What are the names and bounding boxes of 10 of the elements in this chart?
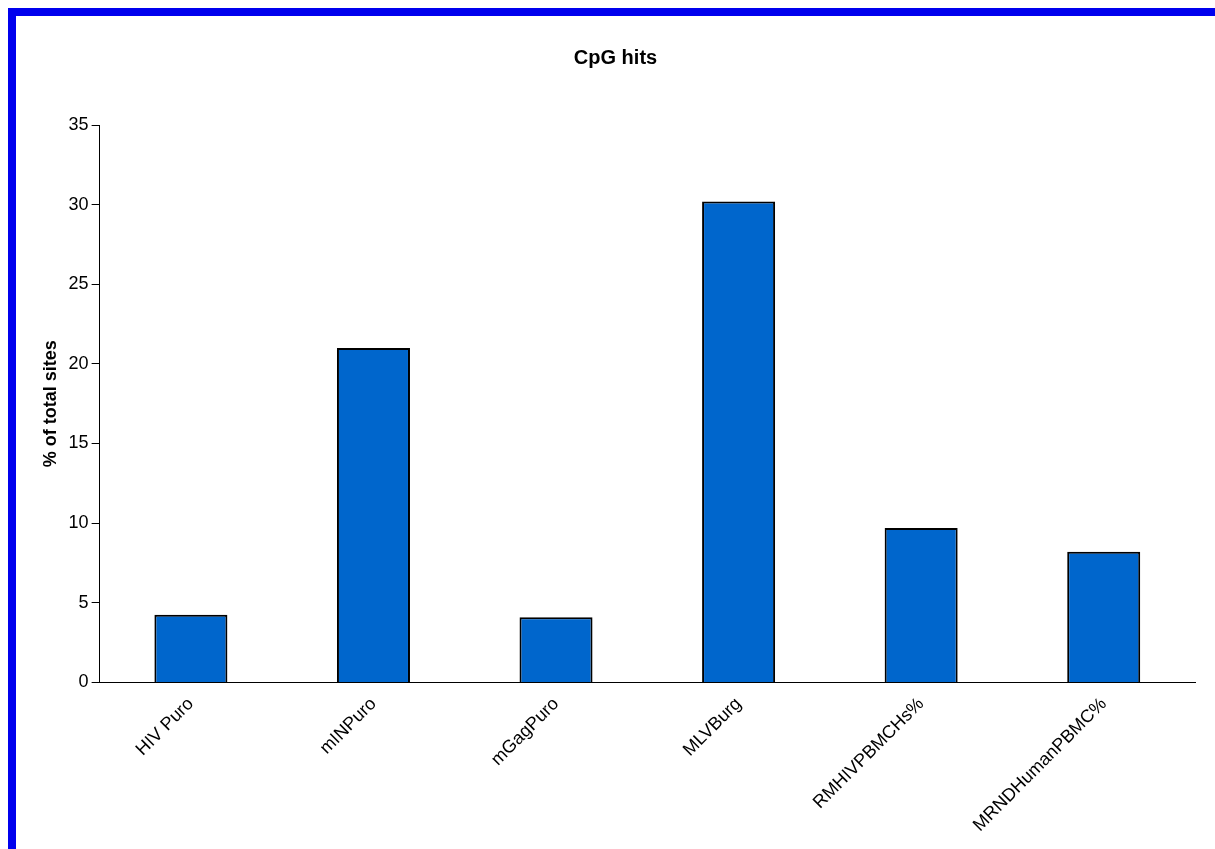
chart-title: CpG hits (573, 45, 658, 68)
y-tick-label: 30 (68, 193, 89, 214)
y-axis-title: % of total sites (39, 340, 60, 468)
y-tick-label: 25 (68, 273, 89, 294)
y-tick-label: 10 (68, 512, 89, 533)
y-tick-label: 15 (68, 432, 89, 453)
y-tick-label: 20 (68, 352, 89, 373)
y-tick-label: 35 (68, 113, 89, 134)
y-tick-label: 5 (78, 591, 89, 612)
y-tick-label: 0 (78, 671, 89, 692)
